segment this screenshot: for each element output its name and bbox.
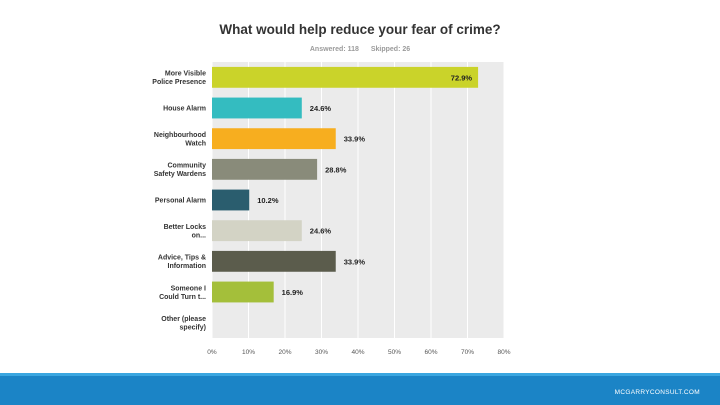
chart-title: What would help reduce your fear of crim…	[219, 22, 501, 37]
category-label: Better Locks on...	[164, 224, 207, 240]
bar	[212, 66, 479, 88]
x-tick-label: 50%	[388, 349, 401, 356]
category-label: House Alarm	[163, 106, 206, 113]
data-label: 28.8%	[325, 165, 347, 174]
data-label: 72.9%	[451, 73, 473, 82]
bar	[212, 158, 318, 180]
data-label: 24.6%	[310, 104, 332, 113]
category-label: Someone I Could Turn t...	[159, 285, 206, 301]
category-label: Other (please specify)	[161, 316, 206, 332]
x-tick-label: 0%	[207, 349, 217, 356]
footer-bar: MCGARRYCONSULT.COM	[0, 373, 720, 405]
x-tick-label: 60%	[424, 349, 437, 356]
data-label: 24.6%	[310, 227, 332, 236]
answered-count: Answered: 118	[309, 46, 359, 53]
category-label: Neighbourhood Watch	[154, 132, 206, 148]
data-label: 10.2%	[257, 196, 279, 205]
skipped-count: Skipped: 26	[370, 46, 411, 53]
bar	[212, 281, 274, 303]
bar	[212, 128, 336, 150]
bar	[212, 97, 302, 119]
data-label: 33.9%	[344, 257, 366, 266]
x-tick-label: 40%	[351, 349, 364, 356]
category-label: More Visible Police Presence	[152, 71, 206, 87]
category-label: Personal Alarm	[155, 198, 206, 205]
bar	[212, 189, 250, 211]
response-stats: Answered: 118 Skipped: 26	[0, 46, 720, 53]
data-label: 33.9%	[344, 135, 366, 144]
bar	[212, 250, 336, 272]
x-tick-label: 30%	[315, 349, 328, 356]
x-tick-label: 10%	[242, 349, 255, 356]
bar	[212, 220, 302, 242]
data-label: 16.9%	[282, 288, 304, 297]
x-tick-label: 70%	[461, 349, 474, 356]
x-tick-label: 20%	[278, 349, 291, 356]
footer-brand: MCGARRYCONSULT.COM	[614, 389, 700, 396]
category-label: Advice, Tips & Information	[158, 255, 206, 271]
x-tick-label: 80%	[497, 349, 510, 356]
category-label: Community Safety Wardens	[154, 163, 206, 179]
